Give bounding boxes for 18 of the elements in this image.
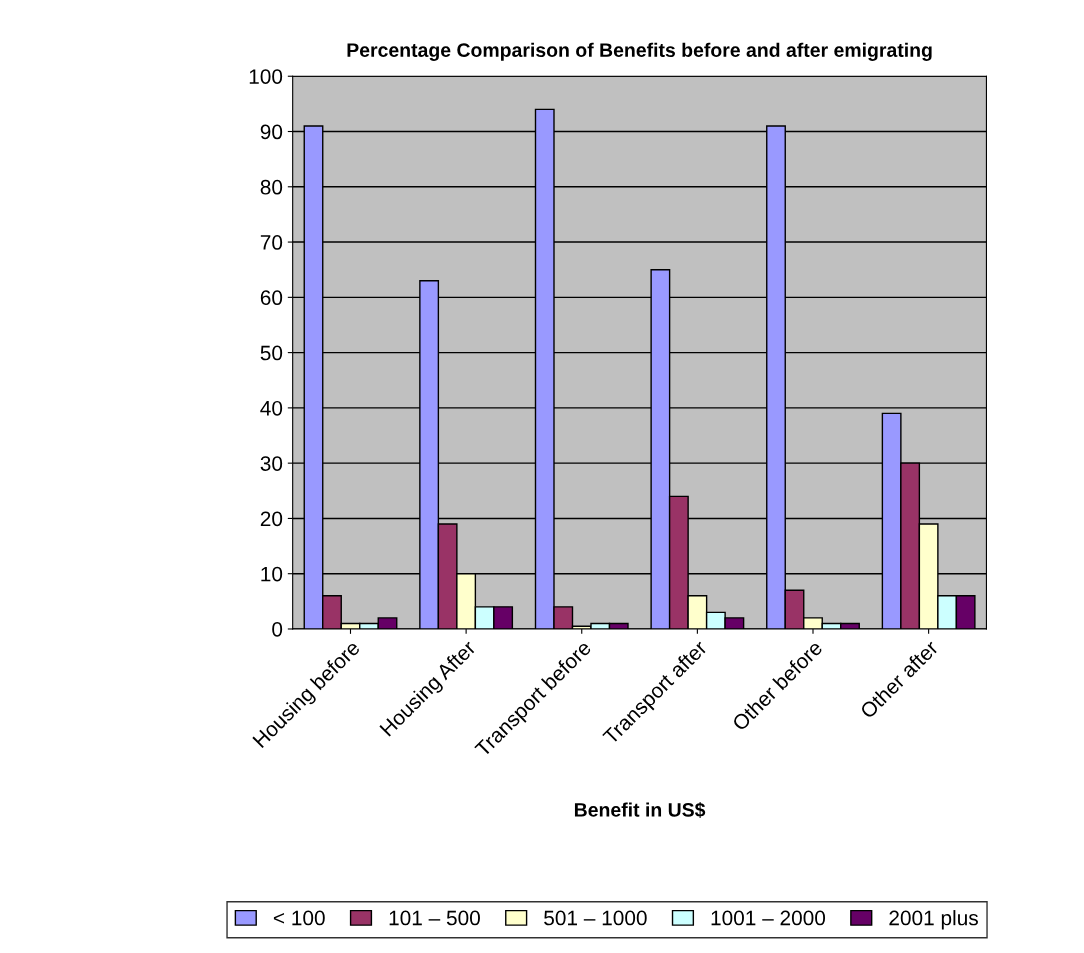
legend-label: 2001 plus	[889, 910, 978, 930]
x-axis-title: Benefit in US$	[574, 802, 706, 818]
y-tick-label: 40	[260, 400, 283, 416]
y-tick-label: 60	[260, 290, 283, 306]
y-tick-label: 80	[260, 179, 283, 195]
y-tick-label: 50	[260, 345, 283, 361]
y-tick-label: 100	[249, 69, 283, 84]
chart-title: Percentage Comparison of Benefits before and after emigrating	[347, 42, 932, 61]
y-tick-label: 0	[272, 621, 283, 637]
legend-label: < 100	[273, 910, 325, 926]
y-tick-label: 30	[260, 456, 283, 471]
y-tick-label: 70	[260, 235, 283, 250]
y-tick-label: 10	[261, 566, 283, 582]
y-tick-label: 20	[260, 511, 283, 527]
legend-label: 501 – 1000	[544, 910, 647, 926]
legend-label: 1001 – 2000	[711, 910, 826, 926]
legend-label: 101 – 500	[389, 910, 480, 926]
y-tick-label: 90	[260, 124, 283, 140]
